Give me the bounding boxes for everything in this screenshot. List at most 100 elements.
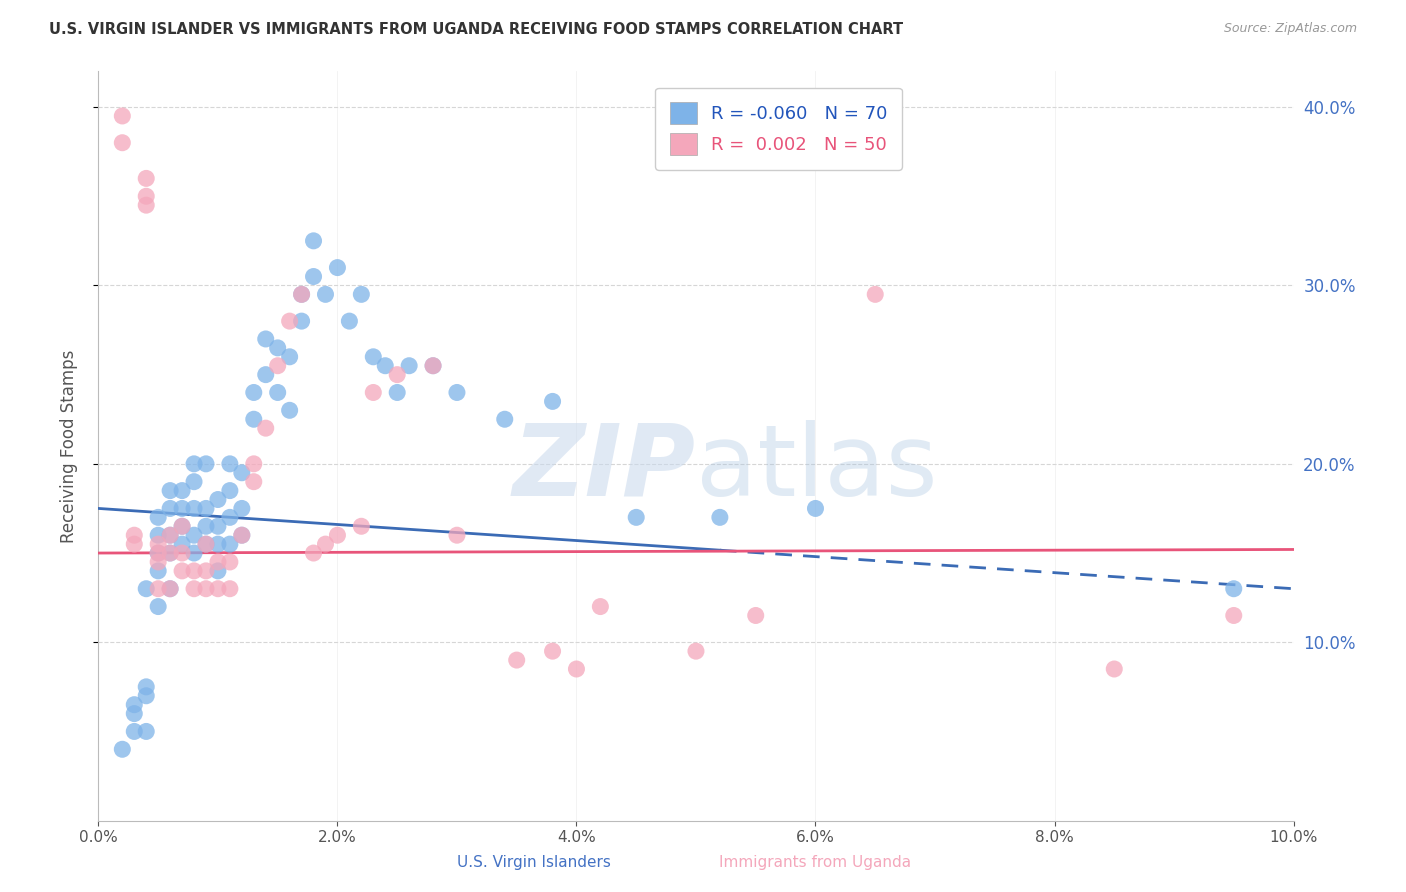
Point bbox=[207, 582, 229, 596]
Point bbox=[183, 475, 205, 489]
Point bbox=[159, 528, 181, 542]
Point bbox=[709, 510, 731, 524]
Point bbox=[183, 564, 205, 578]
Point bbox=[135, 582, 157, 596]
Point bbox=[195, 519, 218, 533]
Point bbox=[231, 501, 253, 516]
Point bbox=[350, 287, 373, 301]
Text: ZIP: ZIP bbox=[513, 420, 696, 517]
Point bbox=[422, 359, 444, 373]
Point bbox=[183, 457, 205, 471]
Point bbox=[254, 421, 277, 435]
Point bbox=[135, 171, 157, 186]
Text: Source: ZipAtlas.com: Source: ZipAtlas.com bbox=[1223, 22, 1357, 36]
Point bbox=[385, 385, 409, 400]
Point bbox=[541, 644, 564, 658]
Point bbox=[172, 483, 194, 498]
Point bbox=[148, 510, 170, 524]
Point bbox=[326, 528, 349, 542]
Point bbox=[326, 260, 349, 275]
Point bbox=[291, 314, 314, 328]
Point bbox=[159, 582, 181, 596]
Point bbox=[745, 608, 768, 623]
Point bbox=[124, 724, 146, 739]
Point bbox=[494, 412, 516, 426]
Point bbox=[207, 519, 229, 533]
Point bbox=[219, 582, 242, 596]
Point bbox=[219, 510, 242, 524]
Point bbox=[422, 359, 444, 373]
Point bbox=[804, 501, 827, 516]
Point bbox=[183, 528, 205, 542]
Point bbox=[183, 582, 205, 596]
Point bbox=[278, 403, 301, 417]
Point bbox=[172, 519, 194, 533]
Legend: R = -0.060   N = 70, R =  0.002   N = 50: R = -0.060 N = 70, R = 0.002 N = 50 bbox=[655, 88, 903, 169]
Point bbox=[195, 582, 218, 596]
Point bbox=[148, 564, 170, 578]
Point bbox=[267, 385, 290, 400]
Point bbox=[219, 457, 242, 471]
Point bbox=[148, 546, 170, 560]
Point bbox=[135, 680, 157, 694]
Point bbox=[135, 724, 157, 739]
Point bbox=[446, 385, 468, 400]
Point bbox=[183, 501, 205, 516]
Point bbox=[363, 350, 385, 364]
Point bbox=[172, 546, 194, 560]
Point bbox=[302, 234, 325, 248]
Point bbox=[541, 394, 564, 409]
Point bbox=[111, 742, 134, 756]
Point bbox=[195, 537, 218, 551]
Point bbox=[302, 546, 325, 560]
Text: U.S. Virgin Islanders: U.S. Virgin Islanders bbox=[457, 855, 612, 870]
Point bbox=[207, 564, 229, 578]
Point bbox=[111, 136, 134, 150]
Point bbox=[1223, 608, 1246, 623]
Point bbox=[243, 385, 266, 400]
Point bbox=[267, 341, 290, 355]
Point bbox=[159, 501, 181, 516]
Point bbox=[315, 537, 337, 551]
Point bbox=[183, 546, 205, 560]
Point bbox=[1223, 582, 1246, 596]
Point bbox=[291, 287, 314, 301]
Point bbox=[148, 582, 170, 596]
Point bbox=[339, 314, 361, 328]
Point bbox=[374, 359, 396, 373]
Point bbox=[111, 109, 134, 123]
Y-axis label: Receiving Food Stamps: Receiving Food Stamps bbox=[59, 350, 77, 542]
Point bbox=[195, 537, 218, 551]
Text: Immigrants from Uganda: Immigrants from Uganda bbox=[720, 855, 911, 870]
Point bbox=[195, 564, 218, 578]
Point bbox=[159, 546, 181, 560]
Point bbox=[219, 555, 242, 569]
Point bbox=[124, 537, 146, 551]
Point bbox=[315, 287, 337, 301]
Point bbox=[159, 483, 181, 498]
Point bbox=[291, 287, 314, 301]
Point bbox=[219, 537, 242, 551]
Point bbox=[865, 287, 887, 301]
Point bbox=[398, 359, 420, 373]
Point bbox=[278, 314, 301, 328]
Point bbox=[243, 412, 266, 426]
Point bbox=[267, 359, 290, 373]
Point bbox=[172, 501, 194, 516]
Point bbox=[350, 519, 373, 533]
Point bbox=[1104, 662, 1126, 676]
Point bbox=[363, 385, 385, 400]
Point bbox=[159, 528, 181, 542]
Point bbox=[159, 582, 181, 596]
Point bbox=[302, 269, 325, 284]
Point bbox=[148, 599, 170, 614]
Point bbox=[243, 475, 266, 489]
Point bbox=[207, 537, 229, 551]
Point bbox=[148, 555, 170, 569]
Point bbox=[278, 350, 301, 364]
Point bbox=[589, 599, 612, 614]
Text: atlas: atlas bbox=[696, 420, 938, 517]
Point bbox=[446, 528, 468, 542]
Point bbox=[385, 368, 409, 382]
Point bbox=[207, 492, 229, 507]
